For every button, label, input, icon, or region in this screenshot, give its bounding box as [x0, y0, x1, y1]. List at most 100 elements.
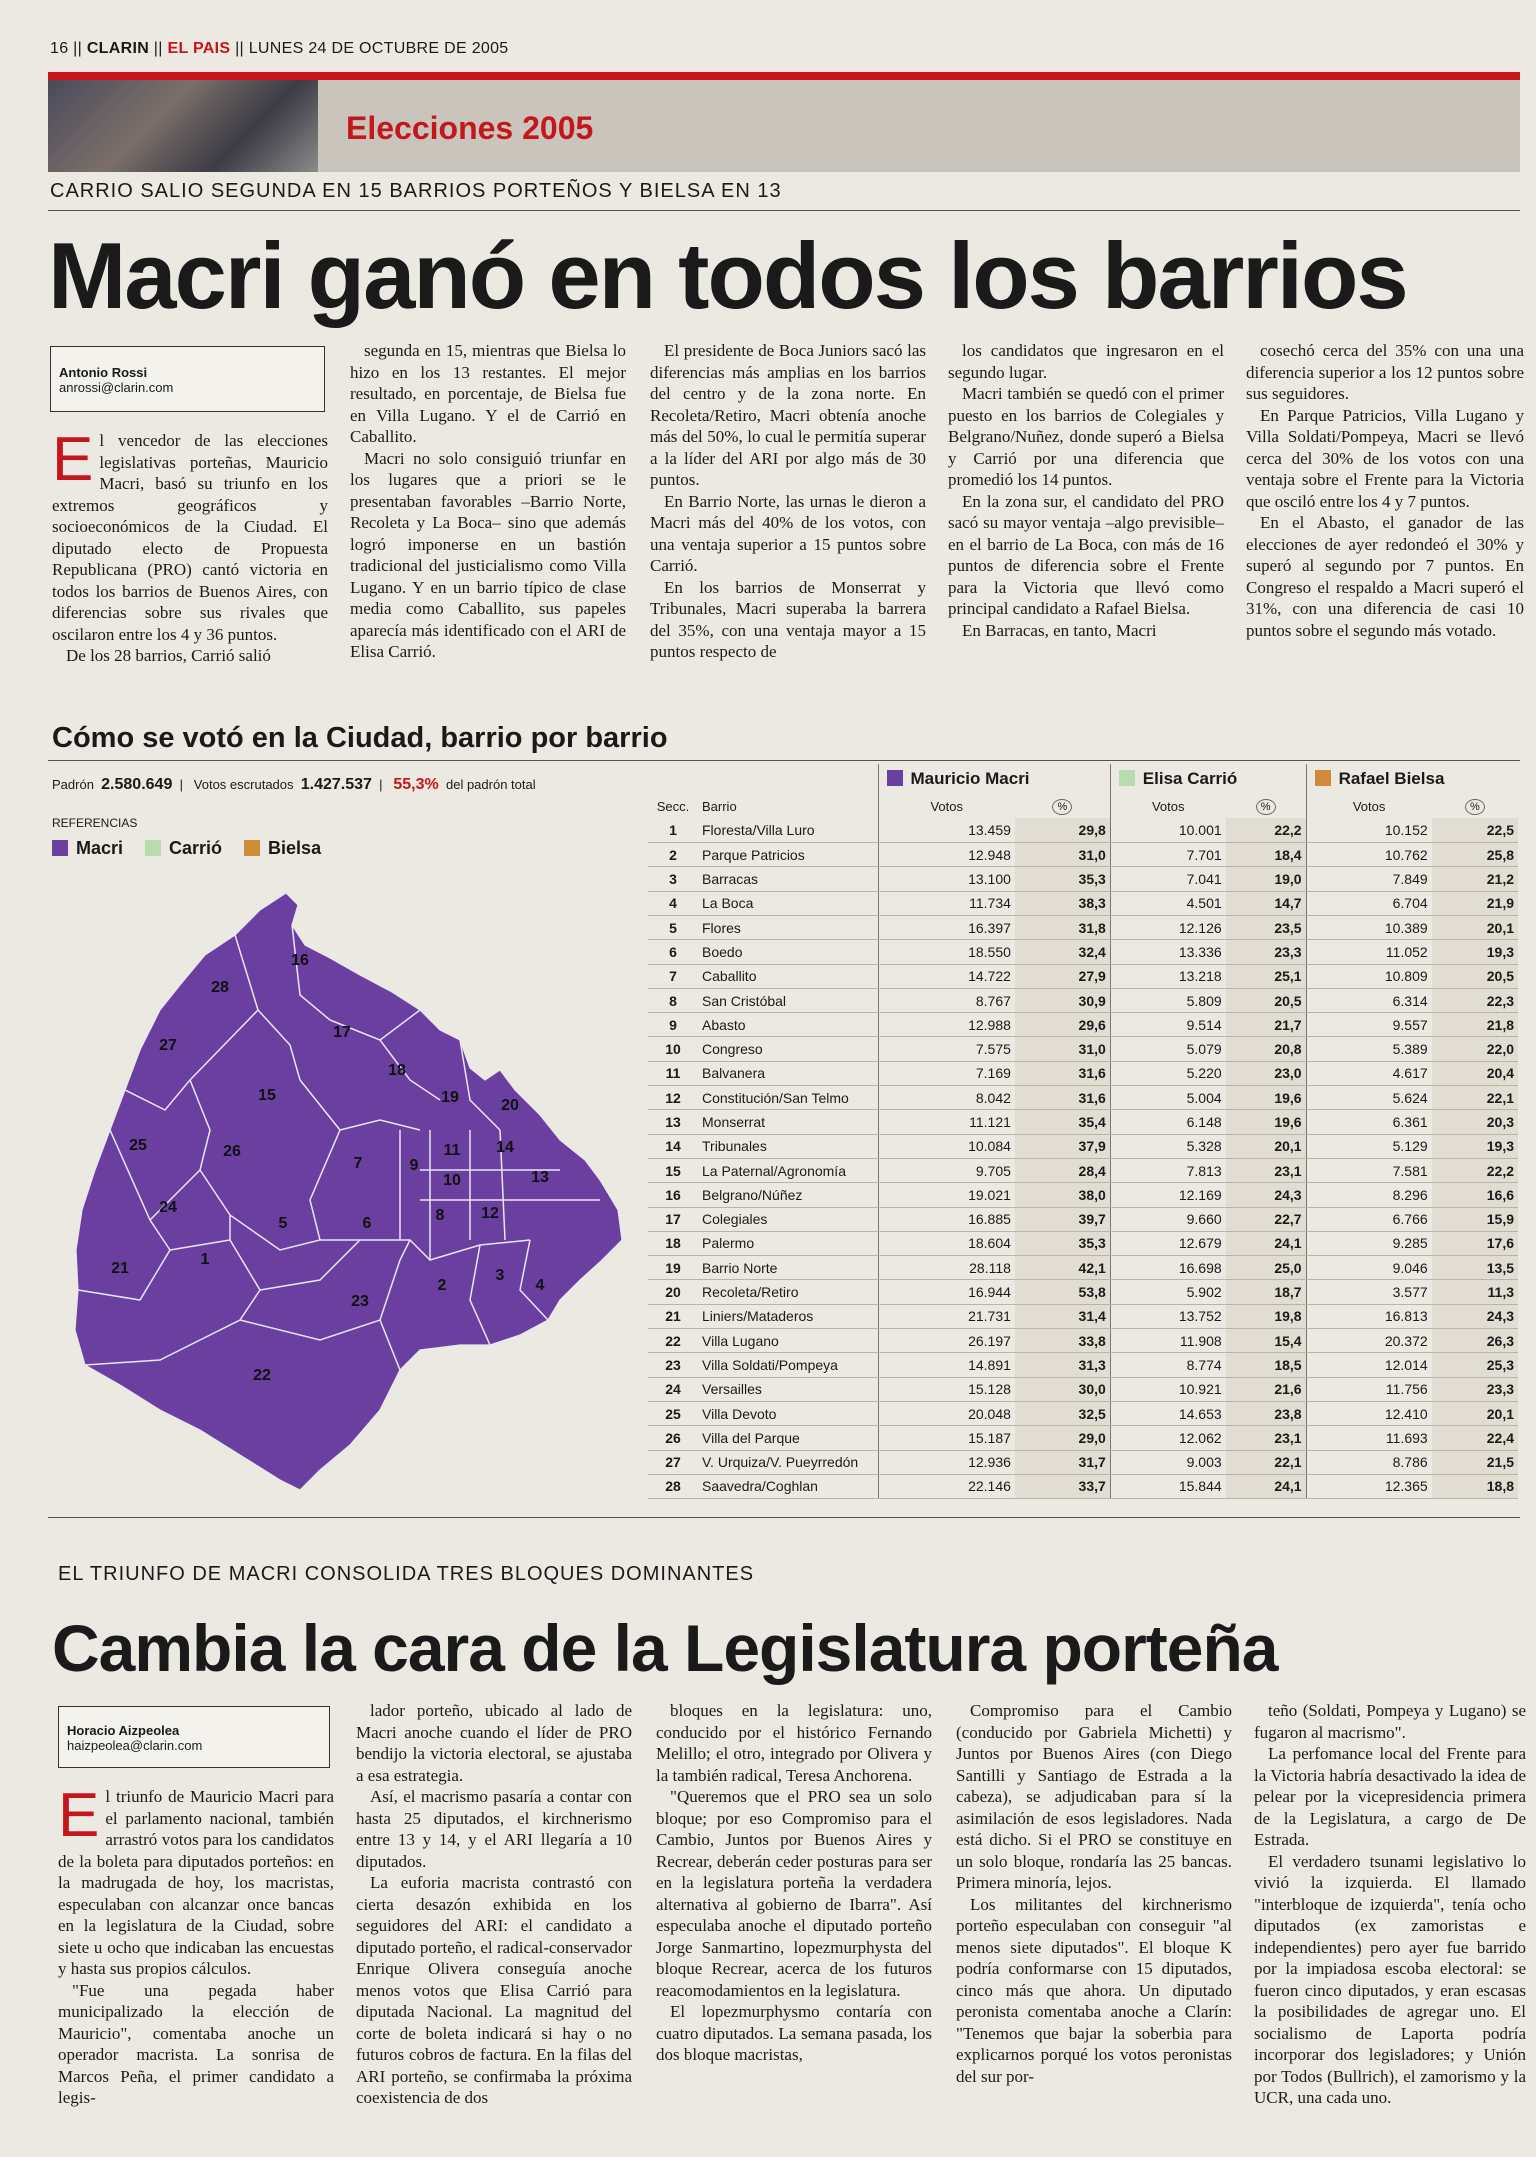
cell-pct: 21,5 — [1431, 1450, 1518, 1475]
map-district-label: 2 — [438, 1277, 447, 1294]
cell-pct: 24,3 — [1225, 1182, 1307, 1208]
cell-pct: 28,4 — [1014, 1158, 1111, 1184]
col-barrio: Barrio — [702, 798, 737, 814]
table-row: 6 Boedo 18.550 32,4 13.336 23,3 11.052 19,3 — [648, 939, 1518, 965]
map-district-label: 7 — [354, 1155, 363, 1172]
cell-votos: 6.704 — [1305, 891, 1432, 916]
paragraph: La euforia macrista contrastó con cierta… — [356, 1873, 632, 2107]
cell-votos: 12.169 — [1109, 1182, 1226, 1208]
cell-pct: 19,8 — [1225, 1304, 1307, 1330]
cell-pct: 22,4 — [1431, 1425, 1518, 1451]
cell-pct: 31,6 — [1014, 1085, 1111, 1111]
cell-pct: 33,7 — [1014, 1474, 1111, 1500]
cell-sec: 25 — [648, 1401, 698, 1427]
cell-votos: 10.921 — [1109, 1377, 1226, 1402]
cell-pct: 19,3 — [1431, 939, 1518, 965]
cell-pct: 26,3 — [1431, 1328, 1518, 1354]
table-row: 21 Liniers/Mataderos 21.731 31,4 13.752 19,8 1… — [648, 1304, 1518, 1330]
cell-votos: 7.041 — [1109, 866, 1226, 892]
escrutados-label: Votos escrutados — [193, 777, 294, 792]
map-borders — [77, 924, 600, 1371]
cell-sec: 21 — [648, 1304, 698, 1330]
cell-votos: 7.849 — [1305, 866, 1432, 892]
map-district-label: 3 — [496, 1267, 505, 1284]
legend-label: Macri — [76, 838, 124, 858]
cell-votos: 15.187 — [877, 1425, 1015, 1451]
cell-pct: 31,7 — [1014, 1450, 1111, 1475]
cell-pct: 23,0 — [1225, 1061, 1307, 1087]
cell-barrio: Congreso — [698, 1036, 878, 1062]
map-district-label: 6 — [363, 1215, 372, 1232]
cell-pct: 39,7 — [1014, 1207, 1111, 1232]
cell-sec: 19 — [648, 1255, 698, 1281]
cell-pct: 20,5 — [1431, 964, 1518, 989]
issue-date: LUNES 24 DE OCTUBRE DE 2005 — [248, 40, 509, 57]
cell-sec: 24 — [648, 1377, 698, 1402]
cell-pct: 19,6 — [1225, 1109, 1307, 1135]
cell-sec: 16 — [648, 1182, 698, 1208]
cell-votos: 16.813 — [1305, 1304, 1432, 1330]
col-pct: % — [1052, 798, 1073, 815]
cell-pct: 20,1 — [1431, 1401, 1518, 1427]
col-votos: Votos — [1305, 794, 1432, 819]
paragraph: En Barracas, en tanto, Macri — [962, 620, 1157, 640]
cell-votos: 22.146 — [877, 1474, 1015, 1500]
cell-votos: 13.100 — [877, 866, 1015, 892]
cell-pct: 23,3 — [1225, 939, 1307, 965]
cell-votos: 8.042 — [877, 1085, 1015, 1111]
cell-votos: 15.128 — [877, 1377, 1015, 1402]
paragraph: La perfomance local del Frente para la V… — [1254, 1744, 1526, 1849]
cell-pct: 20,1 — [1431, 915, 1518, 941]
cell-sec: 27 — [648, 1450, 698, 1475]
cell-pct: 22,0 — [1431, 1036, 1518, 1062]
table-row: 2 Parque Patricios 12.948 31,0 7.701 18,4 10.7… — [648, 842, 1518, 868]
cell-barrio: Boedo — [698, 939, 878, 965]
table-row: 25 Villa Devoto 20.048 32,5 14.653 23,8 12.410… — [648, 1401, 1518, 1427]
divider — [48, 210, 1520, 211]
cell-pct: 29,0 — [1014, 1425, 1111, 1451]
cell-sec: 1 — [648, 818, 698, 844]
paragraph: Macri también se quedó con el primer pue… — [948, 384, 1224, 489]
article2-column-3: bloques en la legislatura: uno, conducid… — [656, 1700, 932, 2066]
cell-barrio: Tribunales — [698, 1134, 878, 1159]
cell-pct: 22,3 — [1431, 988, 1518, 1014]
article2-byline: Horacio Aizpeolea haizpeolea@clarin.com — [58, 1706, 330, 1768]
cell-pct: 53,8 — [1014, 1279, 1111, 1305]
padron-label: Padrón — [52, 777, 94, 792]
cell-barrio: V. Urquiza/V. Pueyrredón — [698, 1450, 878, 1475]
map-district-label: 8 — [436, 1207, 445, 1224]
cell-votos: 16.698 — [1109, 1255, 1226, 1281]
col-sec: Secc. — [656, 798, 690, 814]
red-rule — [48, 72, 1520, 80]
cell-pct: 31,0 — [1014, 1036, 1111, 1062]
paragraph: En el Abasto, el ganador de las eleccion… — [1246, 513, 1524, 640]
cell-sec: 3 — [648, 866, 698, 892]
cell-votos: 19.021 — [877, 1182, 1015, 1208]
cell-barrio: Villa del Parque — [698, 1425, 878, 1451]
cell-pct: 25,8 — [1431, 842, 1518, 868]
cell-votos: 12.014 — [1305, 1352, 1432, 1378]
cell-pct: 22,1 — [1225, 1450, 1307, 1475]
cell-pct: 35,3 — [1014, 866, 1111, 892]
map-district-label: 26 — [223, 1143, 241, 1160]
cell-pct: 35,4 — [1014, 1109, 1111, 1135]
legend-item: Macri — [52, 838, 123, 859]
cell-votos: 9.003 — [1109, 1450, 1226, 1475]
cell-sec: 8 — [648, 988, 698, 1014]
cell-sec: 11 — [648, 1061, 698, 1087]
cell-votos: 9.046 — [1305, 1255, 1432, 1281]
cell-sec: 17 — [648, 1207, 698, 1232]
cell-votos: 7.169 — [877, 1061, 1015, 1087]
section-title: Elecciones 2005 — [346, 110, 594, 146]
cell-votos: 12.365 — [1305, 1474, 1432, 1500]
author-email: haizpeolea@clarin.com — [67, 1738, 203, 1753]
section-name: EL PAIS — [167, 40, 231, 57]
cell-sec: 9 — [648, 1012, 698, 1038]
cell-votos: 26.197 — [877, 1328, 1015, 1354]
cell-votos: 8.767 — [877, 988, 1015, 1014]
col-votos: Votos — [1109, 794, 1226, 819]
cell-votos: 5.809 — [1109, 988, 1226, 1014]
cell-pct: 23,3 — [1431, 1377, 1518, 1402]
cell-sec: 10 — [648, 1036, 698, 1062]
